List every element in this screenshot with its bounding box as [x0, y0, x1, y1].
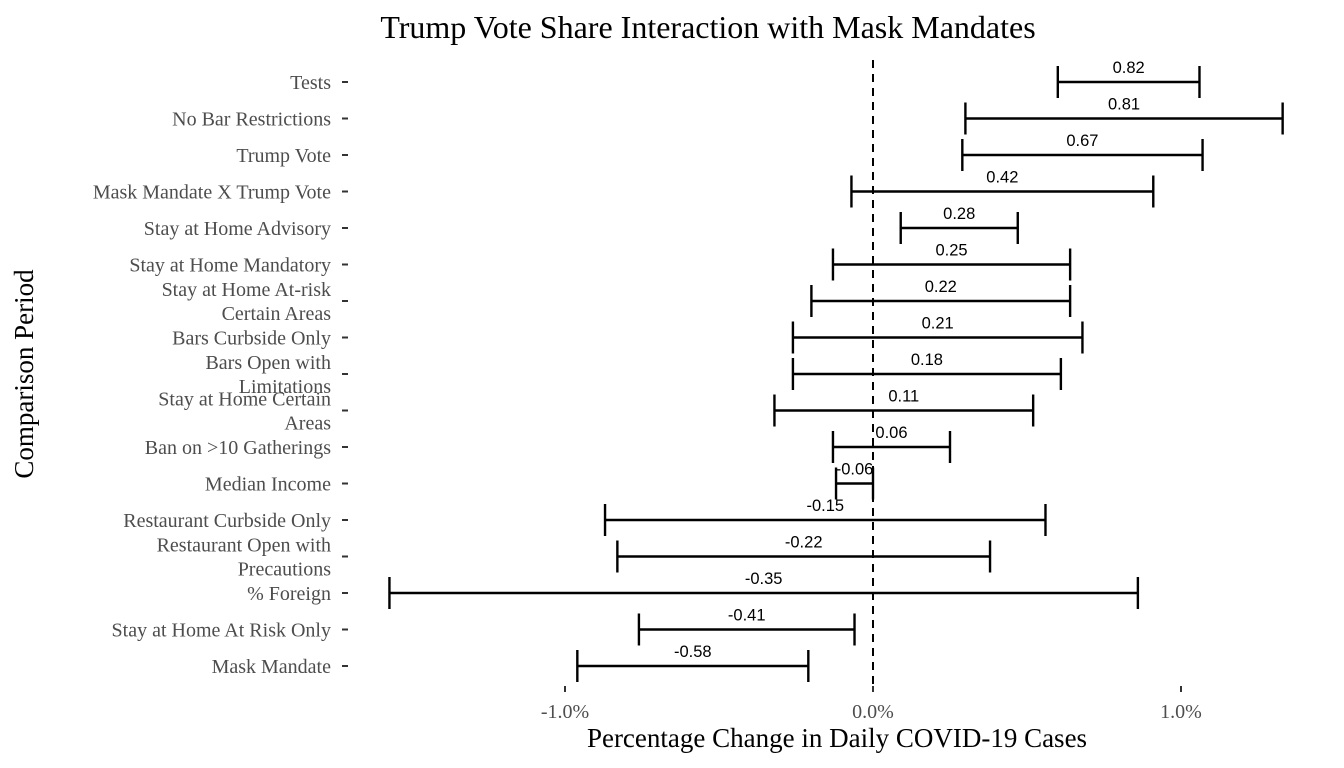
errorbar-row: Ban on >10 Gatherings 0.06: [145, 424, 950, 463]
errorbar-row: % Foreign -0.35: [247, 570, 1138, 609]
y-tick-label: Restaurant Curbside Only: [123, 510, 331, 532]
errorbar-row: Stay at Home Mandatory 0.25: [129, 242, 1070, 281]
y-tick-label: Stay at Home At-risk: [162, 279, 331, 301]
estimate-label: 0.28: [943, 205, 975, 223]
y-tick-label: Stay at Home Mandatory: [129, 255, 331, 277]
errorbar-row: Stay at Home Advisory 0.28: [144, 205, 1018, 244]
estimate-label: 0.22: [925, 278, 957, 296]
estimate-label: 0.82: [1113, 59, 1145, 77]
estimate-label: -0.58: [674, 643, 712, 661]
estimate-label: 0.42: [986, 169, 1018, 187]
estimate-label: -0.06: [836, 461, 874, 479]
y-tick-label: Stay at Home Certain: [158, 389, 331, 411]
y-tick-label: Mask Mandate X Trump Vote: [93, 182, 331, 204]
y-axis-title: Comparison Period: [9, 269, 39, 479]
estimate-label: -0.41: [728, 607, 766, 625]
estimate-label: 0.18: [911, 351, 943, 369]
y-tick-label: Restaurant Open with: [157, 535, 331, 557]
plot-area: Tests 0.82 No Bar Restrictions 0.81 Trump Vo…: [93, 59, 1283, 723]
chart-title: Trump Vote Share Interaction with Mask M…: [380, 9, 1035, 45]
y-tick-label: No Bar Restrictions: [172, 109, 331, 131]
estimate-label: 0.06: [875, 424, 907, 442]
estimate-label: -0.22: [785, 534, 823, 552]
errorbar-row: Restaurant Curbside Only -0.15: [123, 497, 1045, 536]
y-tick-label: % Foreign: [247, 583, 331, 605]
y-tick-label: Ban on >10 Gatherings: [145, 437, 331, 459]
errorbar-row: Mask Mandate -0.58: [212, 643, 809, 682]
y-tick-label: Certain Areas: [222, 303, 332, 325]
y-tick-label: Precautions: [238, 559, 332, 581]
x-tick-label: 1.0%: [1160, 701, 1202, 723]
y-tick-label: Stay at Home Advisory: [144, 218, 331, 240]
errorbar-row: Stay at Home At Risk Only -0.41: [112, 607, 855, 646]
errorbar-row: Trump Vote 0.67: [236, 132, 1202, 171]
y-tick-label: Bars Curbside Only: [172, 328, 331, 350]
x-axis-title: Percentage Change in Daily COVID-19 Case…: [587, 723, 1087, 753]
y-tick-label: Tests: [290, 72, 331, 94]
y-tick-label: Areas: [284, 413, 331, 435]
estimate-label: 0.25: [935, 242, 967, 260]
estimate-label: 0.67: [1066, 132, 1098, 150]
y-tick-label: Median Income: [205, 474, 331, 496]
errorbar-row: No Bar Restrictions 0.81: [172, 96, 1283, 135]
estimate-label: 0.11: [888, 388, 919, 406]
errorbar-row: Median Income -0.06: [205, 461, 873, 500]
y-tick-label: Mask Mandate: [212, 656, 332, 678]
errorbar-row: Mask Mandate X Trump Vote 0.42: [93, 169, 1153, 208]
y-tick-label: Bars Open with: [205, 352, 331, 374]
estimate-label: 0.81: [1108, 96, 1140, 114]
x-tick-label: 0.0%: [852, 701, 894, 723]
estimate-label: -0.35: [745, 570, 783, 588]
estimate-label: 0.21: [922, 315, 954, 333]
errorbar-row: Tests 0.82: [290, 59, 1199, 98]
y-tick-label: Stay at Home At Risk Only: [112, 620, 331, 642]
x-tick-label: -1.0%: [541, 701, 589, 723]
y-tick-label: Trump Vote: [236, 145, 331, 167]
estimate-label: -0.15: [806, 497, 844, 515]
